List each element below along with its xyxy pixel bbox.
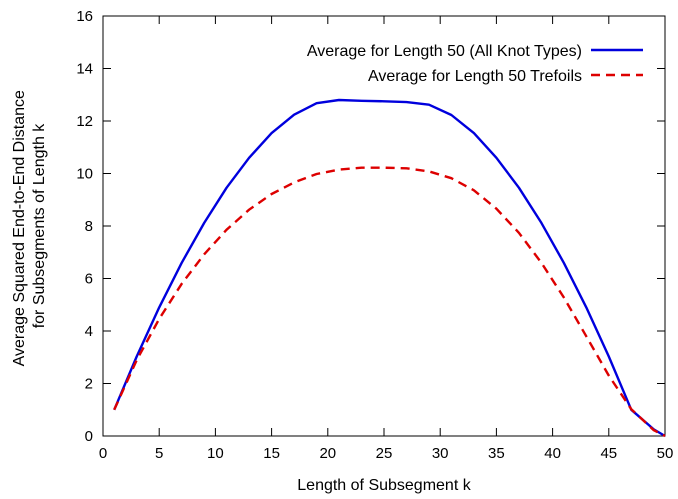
x-tick-label: 10: [207, 445, 224, 462]
x-tick-label: 45: [600, 445, 617, 462]
y-tick-label: 0: [85, 428, 93, 445]
y-tick-label: 2: [85, 376, 93, 393]
x-tick-label: 50: [657, 445, 674, 462]
legend-label-2: Average for Length 50 Trefoils: [368, 68, 582, 85]
y-tick-label: 8: [85, 218, 93, 235]
x-tick-label: 15: [263, 445, 280, 462]
y-tick-label: 14: [76, 61, 93, 78]
x-tick-label: 5: [155, 445, 163, 462]
y-tick-label: 16: [76, 8, 93, 25]
x-tick-label: 0: [99, 445, 107, 462]
y-tick-label: 6: [85, 271, 93, 288]
x-tick-label: 20: [319, 445, 336, 462]
y-axis-label: Average Squared End-to-End Distance for …: [11, 86, 48, 367]
x-axis-label: Length of Subsegment k: [297, 477, 471, 494]
series-line-1: [113, 98, 666, 438]
legend-label-1: Average for Length 50 (All Knot Types): [307, 43, 582, 60]
y-axis-label-line-1: Average Squared End-to-End Distance: [11, 90, 28, 366]
y-tick-label: 12: [76, 113, 93, 130]
y-axis-label-line-2: for Subsegments of Length k: [31, 123, 48, 329]
y-tick-label: 10: [76, 166, 93, 183]
x-tick-label: 30: [432, 445, 449, 462]
x-tick-label: 25: [376, 445, 393, 462]
series-line-2: [113, 166, 666, 438]
x-tick-label: 35: [488, 445, 505, 462]
x-tick-label: 40: [544, 445, 561, 462]
y-tick-label: 4: [85, 323, 93, 340]
